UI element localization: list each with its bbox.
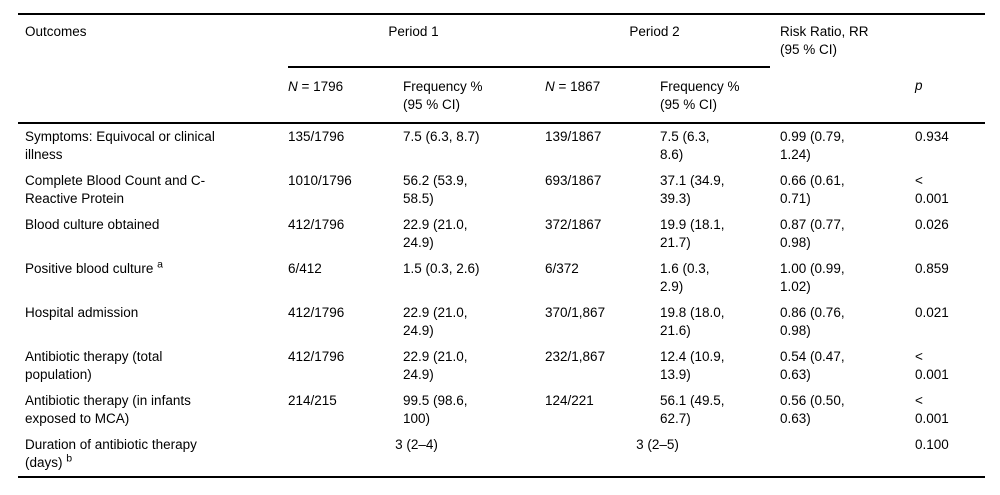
footnote-marker-b: b (66, 452, 73, 465)
cell-n-period-2: 370/1,867 (545, 305, 606, 320)
cell-n-period-1: 412/1796 (288, 217, 345, 232)
cell-n-period-2: 372/1867 (545, 217, 602, 232)
cell-p-value: 0.859 (915, 261, 949, 276)
cell-p-value: 0.934 (915, 129, 949, 144)
cell-risk-ratio (770, 432, 915, 477)
cell-frequency-period-1: 22.9 (21.0, 24.9) (403, 217, 468, 250)
table-row-duration: Duration of antibiotic therapy (days) b … (18, 432, 985, 477)
cell-frequency-period-2: 37.1 (34.9, 39.3) (660, 173, 725, 206)
cell-n-period-1: 214/215 (288, 393, 337, 408)
cell-frequency-period-1: 56.2 (53.9, 58.5) (403, 173, 468, 206)
cell-outcome: Antibiotic therapy (in infants exposed t… (25, 393, 191, 426)
cell-frequency-period-2: 1.6 (0.3, 2.9) (660, 261, 710, 294)
header-spacer-p (915, 14, 985, 67)
table-row: Symptoms: Equivocal or clinical illness … (18, 123, 985, 168)
cell-frequency-period-2: 19.8 (18.0, 21.6) (660, 305, 725, 338)
cell-p-value: 0.021 (915, 305, 949, 320)
cell-frequency-period-2: 19.9 (18.1, 21.7) (660, 217, 725, 250)
cell-n-period-2: 139/1867 (545, 129, 602, 144)
cell-frequency-period-1: 99.5 (98.6, 100) (403, 393, 468, 426)
col-group-period-1: Period 1 (288, 14, 546, 68)
cell-frequency-period-1: 22.9 (21.0, 24.9) (403, 349, 468, 382)
cell-n-period-1: 6/412 (288, 261, 322, 276)
cell-p-value: < 0.001 (915, 393, 949, 426)
cell-outcome: Complete Blood Count and C- Reactive Pro… (25, 173, 206, 206)
cell-frequency-period-2: 12.4 (10.9, 13.9) (660, 349, 725, 382)
cell-duration-period-1: 3 (2–4) (395, 437, 438, 452)
cell-outcome: Symptoms: Equivocal or clinical illness (25, 129, 215, 162)
col-header-frequency-period-1: Frequency % (95 % CI) (403, 67, 546, 124)
cell-risk-ratio: 0.66 (0.61, 0.71) (780, 173, 845, 206)
col-header-p: p (915, 67, 986, 124)
cell-risk-ratio: 0.54 (0.47, 0.63) (780, 349, 845, 382)
cell-n-period-1: 412/1796 (288, 305, 345, 320)
header-spanner-row: Outcomes Period 1 Period 2 Risk Ratio, R… (18, 14, 985, 124)
footnote-marker-a: a (157, 258, 163, 271)
header-sub-row: N = 1796 Frequency % (95 % CI) N = 1867 … (18, 67, 986, 124)
cell-risk-ratio: 0.86 (0.76, 0.98) (780, 305, 845, 338)
outcomes-comparison-table: Outcomes Period 1 Period 2 Risk Ratio, R… (18, 13, 986, 478)
cell-risk-ratio: 0.87 (0.77, 0.98) (780, 217, 845, 250)
table-row: Antibiotic therapy (in infants exposed t… (18, 388, 985, 432)
table-row: Antibiotic therapy (total population) 41… (18, 344, 985, 388)
col-header-frequency-period-2: Frequency % (95 % CI) (660, 67, 771, 124)
cell-risk-ratio: 0.56 (0.50, 0.63) (780, 393, 845, 426)
cell-frequency-period-2: 56.1 (49.5, 62.7) (660, 393, 725, 426)
cell-frequency-period-1: 7.5 (6.3, 8.7) (403, 129, 480, 144)
table-row: Blood culture obtained 412/1796 22.9 (21… (18, 212, 985, 256)
cell-risk-ratio: 0.99 (0.79, 1.24) (780, 129, 845, 162)
col-header-n-period-1: N = 1796 (288, 67, 403, 124)
cell-p-value: 0.026 (915, 217, 949, 232)
cell-outcome: Antibiotic therapy (total population) (25, 349, 163, 382)
col-header-risk-ratio: Risk Ratio, RR (95 % CI) (770, 14, 916, 124)
cell-outcome: Duration of antibiotic therapy (days) b (25, 437, 197, 470)
cell-duration-period-2: 3 (2–5) (636, 437, 679, 452)
cell-n-period-2: 124/221 (545, 393, 594, 408)
cell-n-period-2: 6/372 (545, 261, 579, 276)
cell-n-period-1: 135/1796 (288, 129, 345, 144)
cell-n-period-1: 1010/1796 (288, 173, 352, 188)
cell-p-value: < 0.001 (915, 349, 949, 382)
table-row: Positive blood culture a 6/412 1.5 (0.3,… (18, 256, 985, 300)
cell-n-period-1: 412/1796 (288, 349, 345, 364)
cell-p-value: 0.100 (915, 437, 949, 452)
table-row: Complete Blood Count and C- Reactive Pro… (18, 168, 985, 212)
cell-p-value: < 0.001 (915, 173, 949, 206)
cell-frequency-period-2: 7.5 (6.3, 8.6) (660, 129, 710, 162)
cell-frequency-period-1: 1.5 (0.3, 2.6) (403, 261, 480, 276)
cell-n-period-2: 232/1,867 (545, 349, 606, 364)
col-header-n-period-2: N = 1867 (545, 67, 661, 124)
cell-n-period-2: 693/1867 (545, 173, 602, 188)
col-group-period-2: Period 2 (545, 14, 771, 68)
cell-outcome: Positive blood culture a (25, 258, 163, 276)
cell-outcome: Hospital admission (25, 305, 139, 320)
cell-frequency-period-1: 22.9 (21.0, 24.9) (403, 305, 468, 338)
cell-outcome: Blood culture obtained (25, 217, 160, 232)
table-row: Hospital admission 412/1796 22.9 (21.0, … (18, 300, 985, 344)
cell-risk-ratio: 1.00 (0.99, 1.02) (780, 261, 845, 294)
col-header-outcomes: Outcomes (18, 14, 288, 124)
